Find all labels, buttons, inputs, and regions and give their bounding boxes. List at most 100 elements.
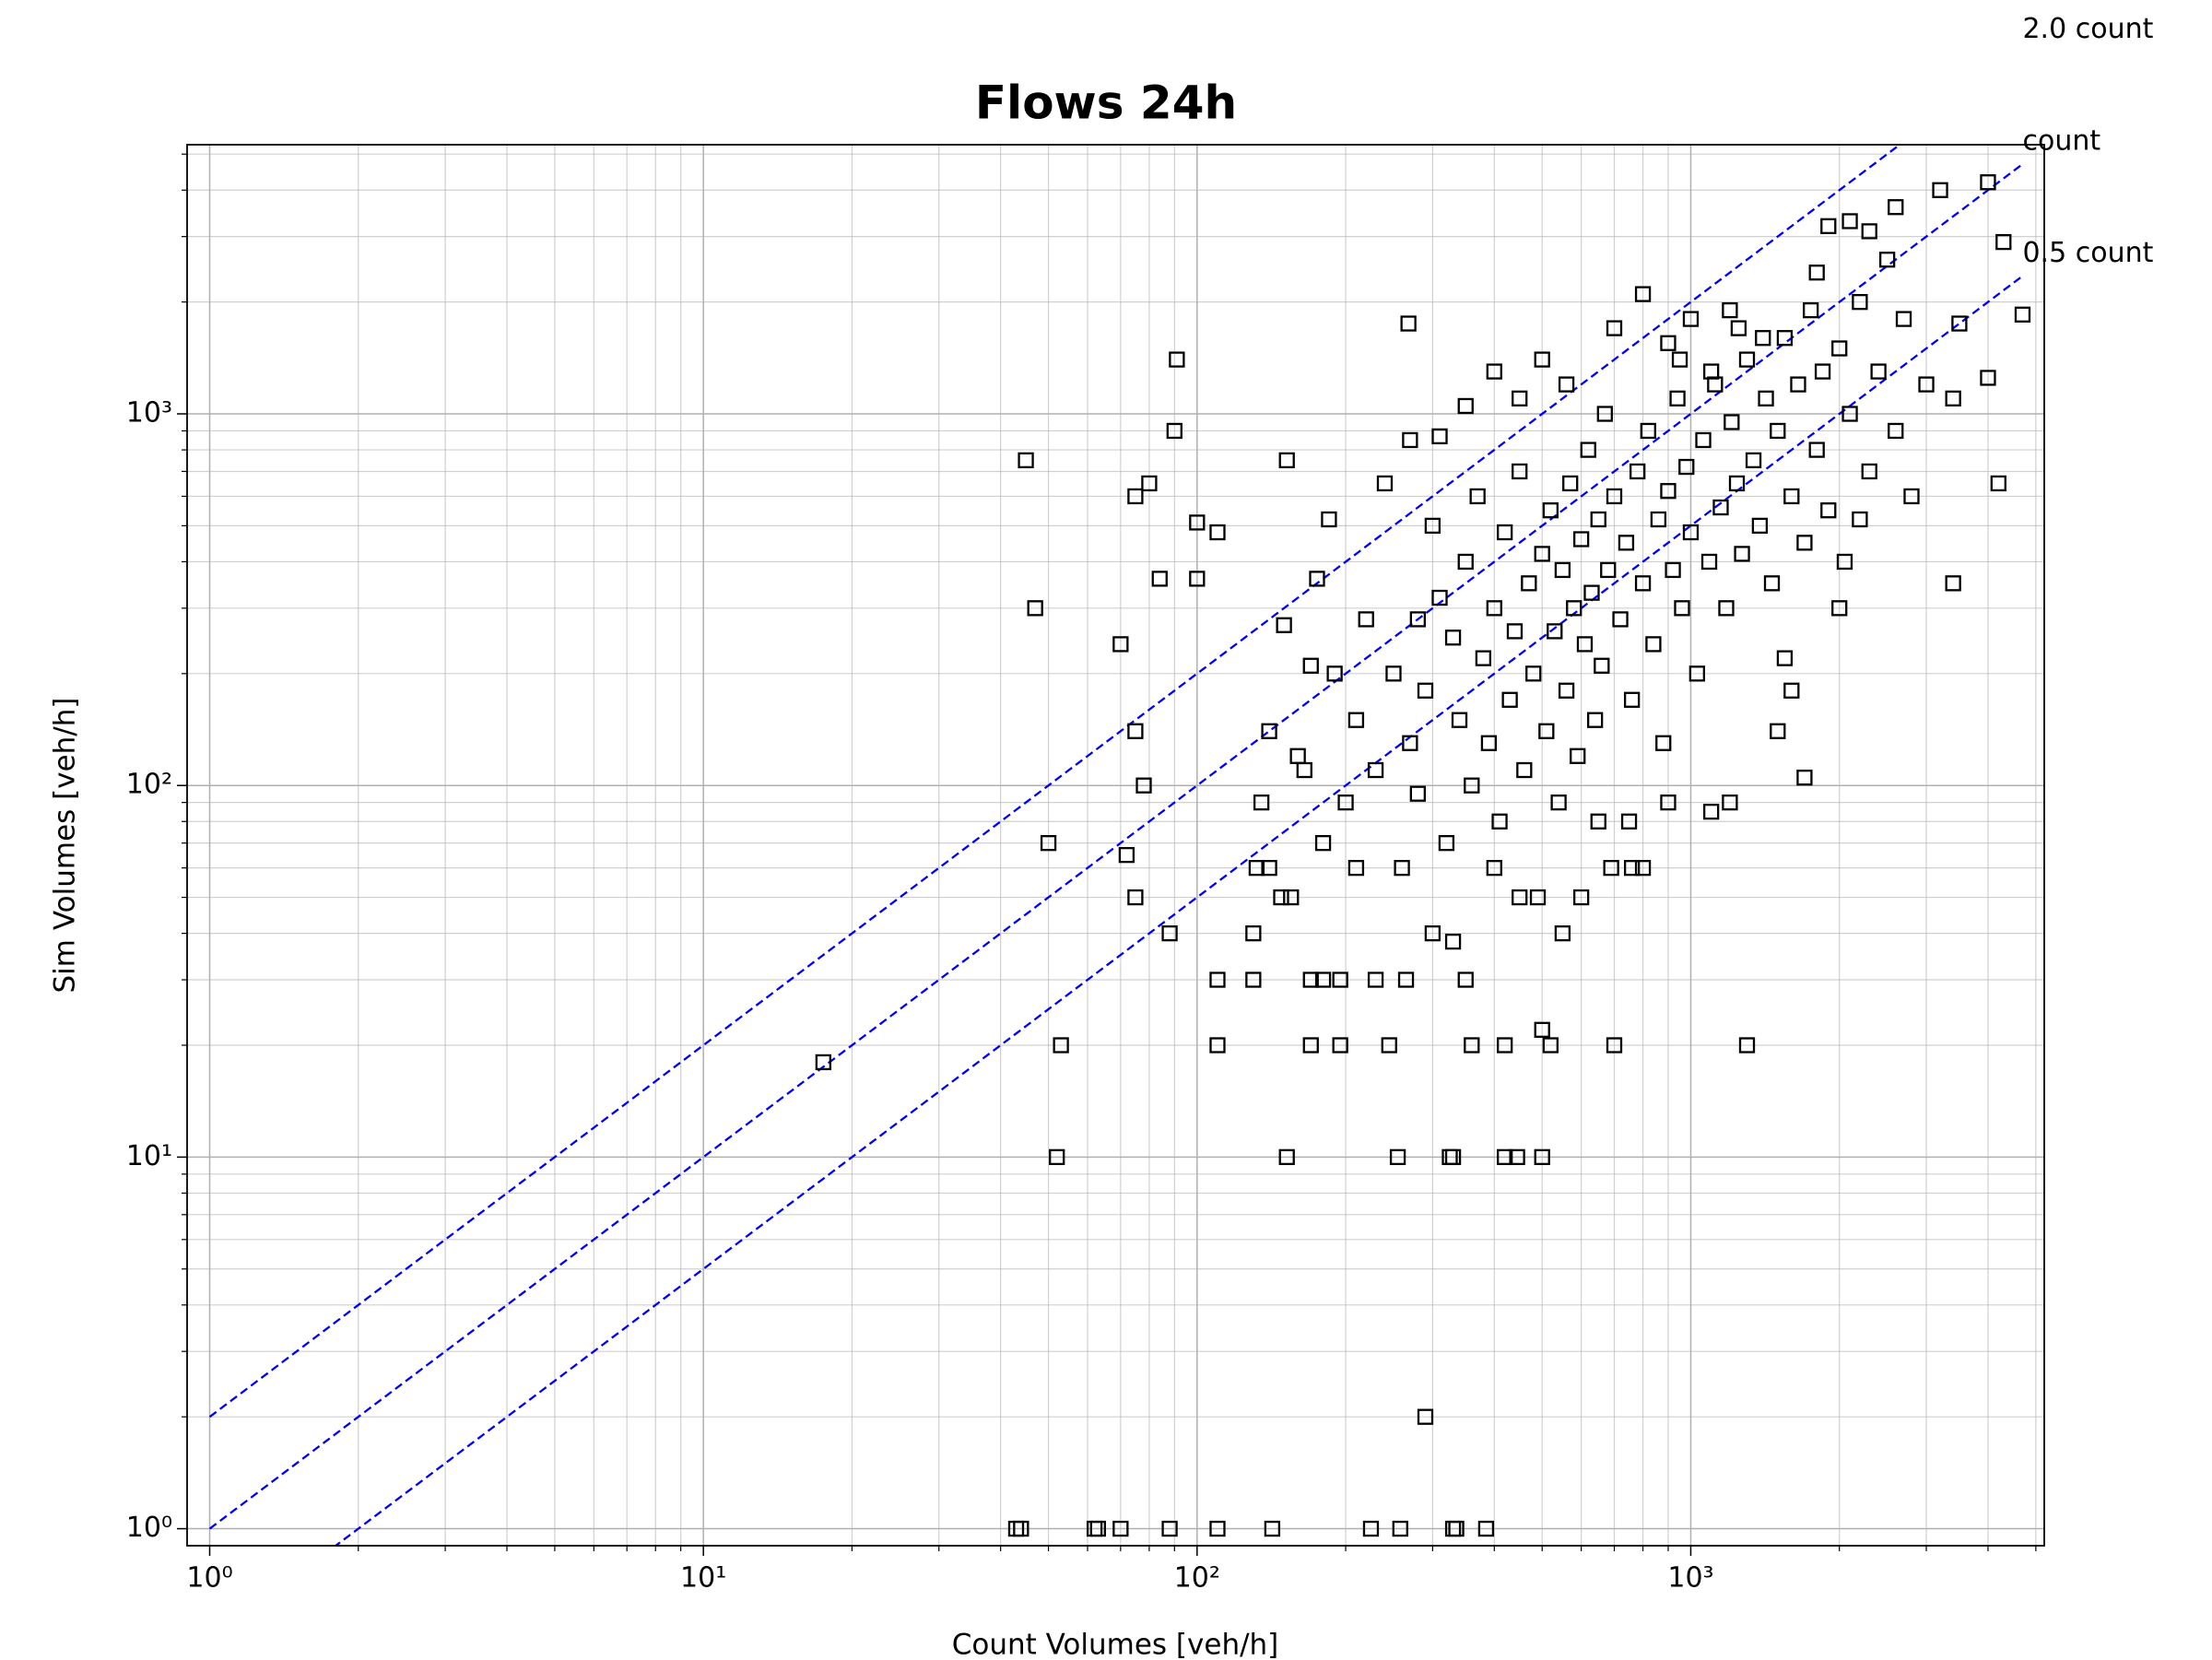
- marker: [1516, 761, 1533, 779]
- marker: [1189, 571, 1206, 587]
- marker: [1776, 330, 1794, 347]
- marker: [1497, 1148, 1513, 1166]
- marker: [1671, 351, 1688, 368]
- marker: [1722, 794, 1738, 811]
- marker: [1385, 665, 1402, 682]
- reference-label: 2.0 count: [2022, 13, 2153, 45]
- marker: [1895, 311, 1912, 327]
- marker: [1878, 252, 1896, 268]
- marker: [1189, 514, 1206, 531]
- marker: [1650, 511, 1667, 528]
- marker: [1278, 1148, 1295, 1166]
- marker: [1438, 834, 1455, 852]
- marker: [1932, 182, 1948, 198]
- marker: [1612, 611, 1629, 628]
- marker: [1841, 406, 1858, 422]
- marker: [1980, 174, 1996, 191]
- marker: [1027, 600, 1043, 617]
- marker: [815, 1054, 831, 1071]
- marker: [1161, 924, 1178, 942]
- marker: [1394, 859, 1410, 877]
- marker: [1783, 488, 1800, 505]
- marker: [1151, 571, 1168, 587]
- marker: [1770, 422, 1786, 440]
- marker: [1603, 859, 1619, 877]
- marker: [1634, 286, 1652, 302]
- marker: [1477, 1520, 1495, 1537]
- marker: [1512, 463, 1528, 480]
- marker: [1606, 320, 1623, 336]
- marker: [1512, 889, 1528, 906]
- marker: [1945, 390, 1961, 406]
- marker: [1367, 761, 1384, 779]
- marker: [1376, 475, 1394, 492]
- marker: [1590, 511, 1606, 528]
- marker: [1127, 723, 1144, 739]
- marker: [1558, 376, 1575, 393]
- marker: [1783, 682, 1800, 699]
- marker: [1245, 971, 1262, 988]
- marker: [1402, 431, 1418, 449]
- marker: [1534, 1148, 1550, 1166]
- marker: [1302, 1037, 1319, 1054]
- marker: [1464, 777, 1480, 794]
- marker: [1392, 1520, 1408, 1537]
- marker: [1634, 575, 1652, 592]
- reference-line: [208, 145, 1902, 1419]
- marker: [1980, 370, 1996, 386]
- marker: [1861, 463, 1877, 480]
- marker: [1486, 363, 1502, 380]
- marker: [1674, 600, 1690, 617]
- marker: [1630, 463, 1646, 480]
- marker: [1326, 665, 1343, 682]
- marker: [1831, 340, 1848, 357]
- marker: [1135, 777, 1152, 794]
- marker: [1525, 665, 1542, 682]
- marker: [1314, 834, 1332, 852]
- marker: [1820, 218, 1837, 234]
- marker: [1888, 422, 1904, 440]
- marker: [1253, 794, 1270, 811]
- marker: [1572, 531, 1590, 547]
- marker: [1273, 889, 1289, 906]
- marker: [1264, 1520, 1281, 1537]
- marker: [1542, 502, 1559, 519]
- marker: [1512, 390, 1528, 406]
- marker: [1594, 657, 1610, 674]
- marker: [1007, 1520, 1025, 1537]
- marker: [1261, 859, 1277, 877]
- marker: [1678, 458, 1695, 476]
- marker: [1417, 682, 1434, 699]
- marker: [1820, 502, 1837, 519]
- marker: [1521, 575, 1537, 592]
- marker: [1572, 889, 1590, 906]
- marker: [1722, 301, 1738, 319]
- x-tick-label: 10³: [1667, 1562, 1713, 1595]
- marker: [1606, 488, 1623, 505]
- marker: [1112, 636, 1129, 653]
- marker: [1347, 859, 1365, 877]
- y-tick-label: 10²: [126, 769, 172, 801]
- marker: [1562, 475, 1579, 492]
- marker: [1529, 889, 1547, 906]
- marker: [1606, 1037, 1623, 1054]
- marker: [1861, 223, 1877, 240]
- marker: [1245, 924, 1262, 942]
- x-tick-label: 10⁰: [186, 1562, 232, 1595]
- marker: [1660, 794, 1677, 811]
- marker: [1990, 475, 2006, 492]
- marker: [1276, 617, 1292, 633]
- marker: [1596, 406, 1613, 422]
- marker: [1660, 335, 1677, 351]
- marker: [1587, 712, 1604, 728]
- marker: [1400, 315, 1417, 332]
- marker: [1951, 315, 1968, 332]
- marker: [1018, 452, 1034, 469]
- marker: [1457, 553, 1474, 571]
- marker: [1451, 712, 1468, 728]
- marker: [1808, 265, 1825, 281]
- chart-title: Flows 24h: [975, 77, 1237, 130]
- marker: [1903, 488, 1920, 505]
- marker: [1053, 1037, 1069, 1054]
- marker: [1620, 813, 1638, 830]
